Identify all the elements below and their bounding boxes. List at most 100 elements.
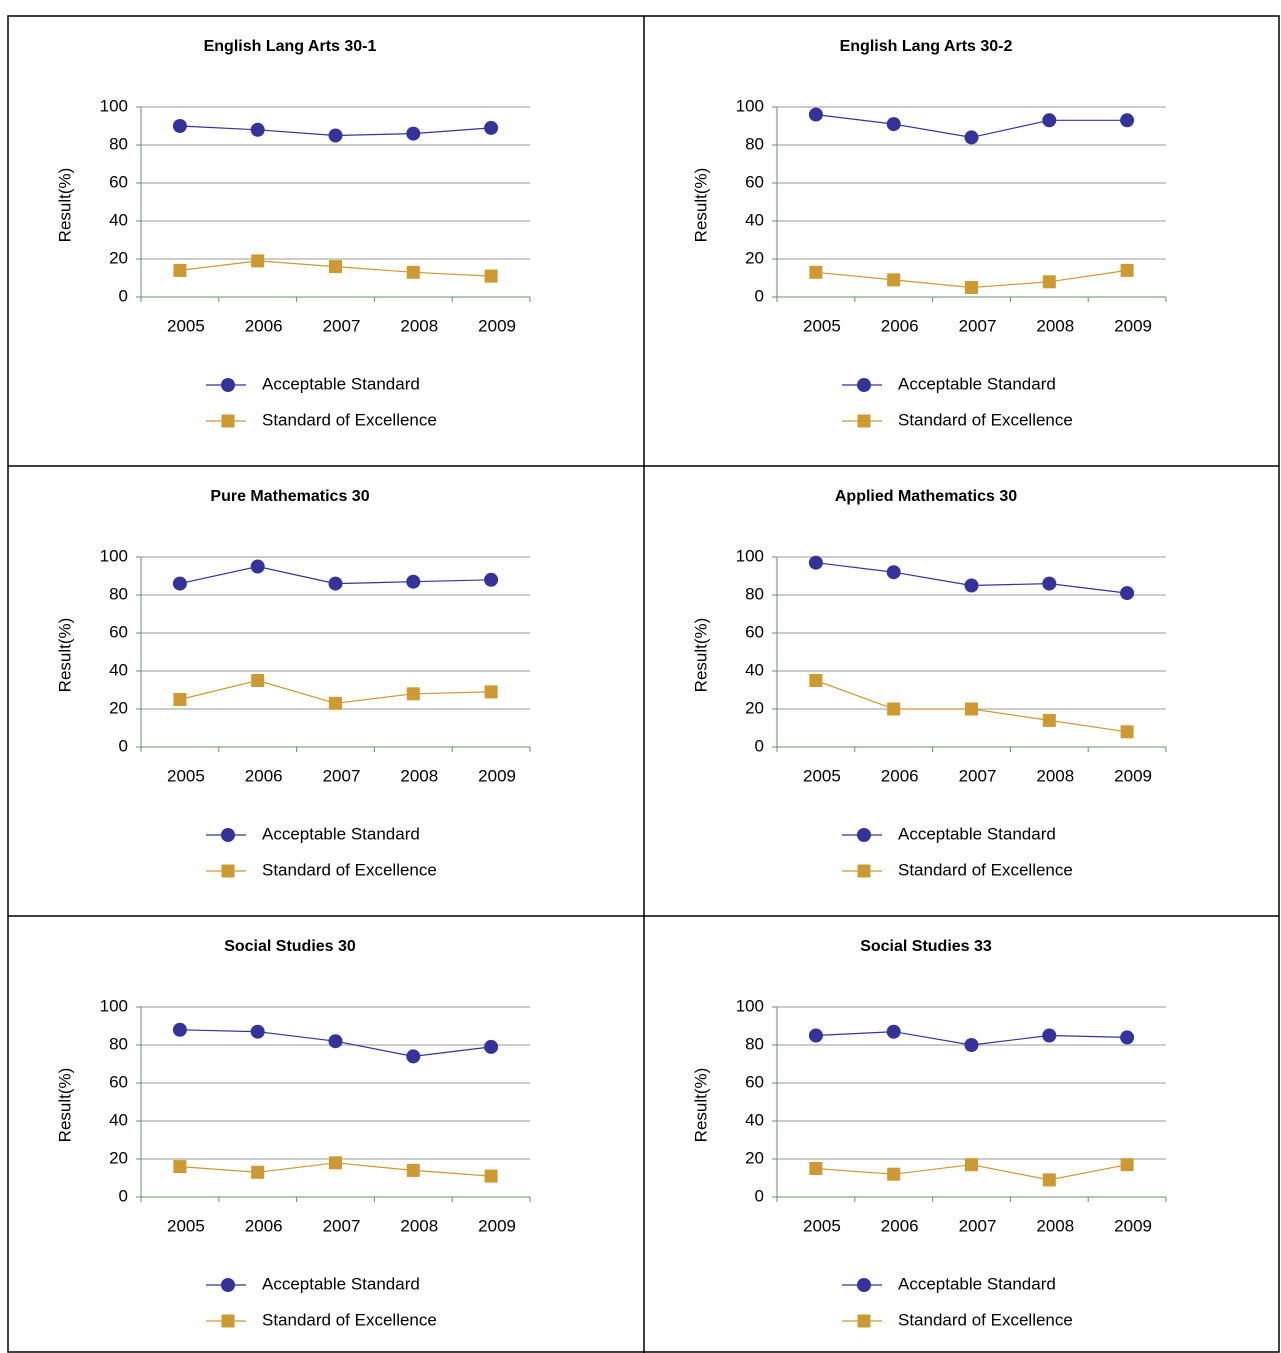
point xyxy=(1120,1158,1134,1172)
x-tick-label: 2005 xyxy=(167,316,205,335)
y-tick-label: 100 xyxy=(736,546,764,565)
point xyxy=(406,574,421,589)
point xyxy=(484,1039,499,1054)
x-tick-label: 2007 xyxy=(323,1216,361,1235)
x-tick-label: 2008 xyxy=(1036,1216,1074,1235)
x-tick-label: 2006 xyxy=(881,766,919,785)
x-tick-label: 2008 xyxy=(400,316,438,335)
chart: Social Studies 33 Result(%) 0 20 40 60 80 100 20… xyxy=(691,938,1167,1329)
point xyxy=(406,265,420,279)
y-tick-label: 20 xyxy=(109,248,128,267)
y-tick-label: 40 xyxy=(109,660,128,679)
point xyxy=(1042,113,1057,128)
x-tick-label: 2009 xyxy=(1114,316,1152,335)
y-tick-label: 80 xyxy=(109,134,128,153)
x-tick-label: 2006 xyxy=(245,316,283,335)
x-tick-label: 2008 xyxy=(1036,766,1074,785)
point xyxy=(809,1162,823,1175)
point xyxy=(1120,113,1135,128)
y-tick-label: 40 xyxy=(109,1110,128,1129)
legend-marker xyxy=(857,414,871,428)
point xyxy=(1120,725,1134,739)
x-tick-label: 2009 xyxy=(1114,1216,1152,1235)
y-tick-label: 40 xyxy=(109,210,128,229)
x-tick-label: 2007 xyxy=(959,1216,997,1235)
y-tick-label: 100 xyxy=(736,96,764,115)
legend-marker xyxy=(221,1314,235,1328)
point xyxy=(886,565,901,580)
legend-marker xyxy=(221,378,235,392)
x-tick-label: 2007 xyxy=(959,316,997,335)
y-tick-label: 60 xyxy=(109,172,128,191)
x-tick-label: 2005 xyxy=(167,766,205,785)
point xyxy=(406,1049,421,1064)
x-tick-label: 2009 xyxy=(1114,766,1152,785)
legend-label: Standard of Excellence xyxy=(898,860,1073,879)
y-tick-label: 0 xyxy=(755,736,764,755)
x-tick-label: 2006 xyxy=(881,316,919,335)
x-tick-label: 2006 xyxy=(881,1216,919,1235)
point xyxy=(251,1165,265,1179)
legend-marker xyxy=(221,1278,235,1292)
y-axis-label: Result(%) xyxy=(691,1068,710,1143)
chart-title: Social Studies 33 xyxy=(860,938,992,955)
point xyxy=(1042,713,1056,727)
y-axis-label: Result(%) xyxy=(55,1068,74,1143)
point xyxy=(964,578,979,593)
point xyxy=(329,260,342,274)
point xyxy=(808,555,823,570)
x-tick-label: 2005 xyxy=(803,1216,841,1235)
point xyxy=(965,702,978,716)
x-tick-label: 2007 xyxy=(323,316,361,335)
y-axis-label: Result(%) xyxy=(691,618,710,693)
point xyxy=(887,702,901,716)
point xyxy=(251,254,265,268)
point xyxy=(250,559,265,574)
point xyxy=(329,696,342,710)
legend-label: Standard of Excellence xyxy=(898,1310,1073,1329)
legend-label: Acceptable Standard xyxy=(262,1274,420,1293)
point xyxy=(1120,586,1135,601)
chart-title: English Lang Arts 30-2 xyxy=(840,38,1013,55)
y-tick-label: 40 xyxy=(745,1110,764,1129)
x-tick-label: 2005 xyxy=(803,766,841,785)
legend-marker xyxy=(857,1278,871,1292)
y-tick-label: 40 xyxy=(745,660,764,679)
point xyxy=(484,120,499,135)
legend-label: Acceptable Standard xyxy=(898,374,1056,393)
point xyxy=(172,576,187,591)
chart: English Lang Arts 30-2 Result(%) 0 20 40 60 80… xyxy=(691,38,1167,429)
legend-marker xyxy=(221,414,235,428)
x-tick-label: 2006 xyxy=(245,766,283,785)
legend-label: Acceptable Standard xyxy=(898,1274,1056,1293)
point xyxy=(406,687,420,701)
point xyxy=(329,1156,342,1170)
point xyxy=(887,273,901,287)
point xyxy=(886,117,901,132)
point xyxy=(172,119,187,133)
point xyxy=(173,263,187,277)
point xyxy=(406,126,421,141)
y-tick-label: 60 xyxy=(745,172,764,191)
point xyxy=(328,576,343,591)
y-tick-label: 0 xyxy=(119,286,128,305)
point xyxy=(484,685,498,699)
y-tick-label: 80 xyxy=(109,1034,128,1053)
legend-marker xyxy=(857,828,871,842)
legend-label: Standard of Excellence xyxy=(262,1310,437,1329)
x-tick-label: 2009 xyxy=(478,1216,516,1235)
point xyxy=(964,1038,979,1052)
y-tick-label: 80 xyxy=(745,584,764,603)
point xyxy=(406,1163,420,1177)
point xyxy=(328,1034,343,1049)
point xyxy=(965,281,978,294)
x-tick-label: 2008 xyxy=(1036,316,1074,335)
y-tick-label: 0 xyxy=(119,736,128,755)
y-axis-label: Result(%) xyxy=(691,168,710,243)
x-tick-label: 2008 xyxy=(400,766,438,785)
chart-title: English Lang Arts 30-1 xyxy=(204,38,377,55)
legend-marker xyxy=(857,1314,871,1328)
legend-marker xyxy=(857,864,871,878)
y-tick-label: 20 xyxy=(745,1148,764,1167)
x-tick-label: 2009 xyxy=(478,316,516,335)
